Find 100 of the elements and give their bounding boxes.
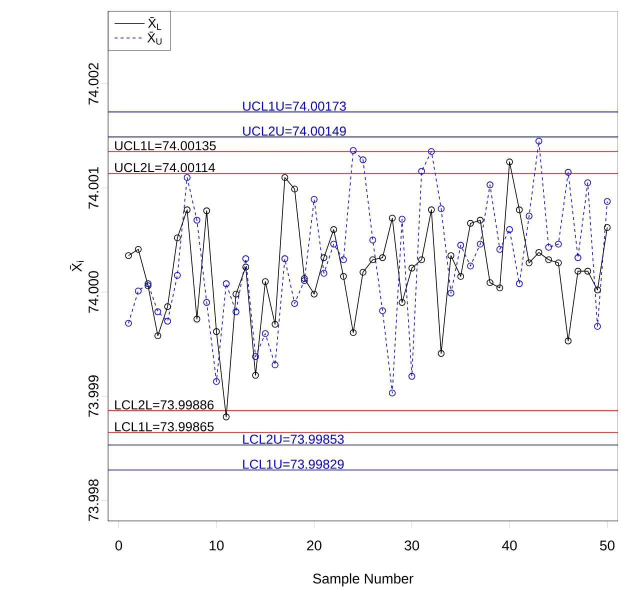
point bbox=[388, 214, 396, 222]
ref-line-label: LCL2U=73.99853 bbox=[243, 434, 344, 444]
ref-line-label: UCL1U=74.00173 bbox=[243, 102, 346, 111]
point bbox=[574, 254, 582, 262]
point bbox=[555, 259, 562, 266]
x-tick-label: 50 bbox=[600, 540, 614, 550]
point bbox=[203, 207, 210, 214]
point bbox=[594, 322, 601, 330]
point bbox=[184, 174, 191, 181]
point bbox=[262, 278, 269, 286]
point bbox=[232, 290, 240, 298]
point bbox=[194, 216, 200, 224]
point bbox=[340, 256, 347, 264]
point bbox=[134, 246, 142, 253]
point bbox=[379, 307, 386, 314]
x-tick-label: 40 bbox=[502, 540, 517, 550]
point bbox=[330, 240, 338, 248]
ref-line-label: LCL2L=73.99886 bbox=[115, 400, 214, 410]
point bbox=[262, 330, 269, 338]
point bbox=[574, 268, 582, 275]
point bbox=[496, 246, 504, 253]
point bbox=[418, 256, 426, 264]
point bbox=[310, 290, 318, 298]
point bbox=[154, 332, 162, 340]
point bbox=[516, 206, 523, 214]
point bbox=[467, 262, 474, 270]
point bbox=[448, 290, 454, 296]
point bbox=[242, 264, 250, 270]
ref-line-label: LCL1U=73.99829 bbox=[243, 460, 344, 469]
point bbox=[584, 179, 592, 186]
y-tick-label: 73.998 bbox=[88, 479, 98, 521]
point bbox=[125, 252, 132, 259]
point bbox=[134, 288, 142, 294]
point bbox=[476, 216, 484, 224]
point bbox=[476, 240, 484, 248]
point bbox=[310, 196, 318, 203]
point bbox=[213, 328, 220, 335]
point bbox=[448, 252, 454, 259]
point bbox=[213, 378, 220, 385]
point bbox=[564, 168, 572, 176]
point bbox=[457, 273, 464, 280]
point bbox=[438, 350, 445, 357]
point bbox=[291, 186, 298, 192]
point bbox=[438, 205, 445, 212]
point bbox=[526, 259, 532, 266]
point bbox=[594, 286, 601, 294]
ref-line-label: UCL2L=74.00114 bbox=[115, 162, 215, 172]
point bbox=[194, 316, 200, 322]
point bbox=[222, 280, 230, 288]
point bbox=[174, 272, 181, 279]
point bbox=[252, 372, 259, 379]
point bbox=[506, 226, 513, 233]
point bbox=[320, 270, 328, 277]
ref-line-label: UCL1L=74.00135 bbox=[115, 141, 216, 150]
point bbox=[242, 255, 250, 262]
legend-label: X̄$_{L}$ bbox=[148, 17, 162, 30]
x-tick-label: 20 bbox=[307, 540, 322, 550]
point bbox=[555, 240, 562, 248]
x-tick-label: 0 bbox=[115, 540, 122, 550]
point bbox=[486, 279, 494, 286]
point bbox=[125, 320, 132, 327]
point bbox=[291, 300, 298, 307]
point bbox=[164, 318, 171, 325]
point bbox=[486, 181, 494, 188]
point bbox=[222, 414, 230, 420]
point bbox=[428, 206, 435, 214]
point bbox=[164, 303, 171, 310]
point bbox=[369, 236, 376, 244]
point bbox=[604, 198, 611, 205]
point bbox=[330, 226, 338, 233]
point bbox=[545, 256, 552, 264]
point bbox=[379, 254, 386, 262]
y-tick-label: 73.999 bbox=[88, 375, 98, 417]
point bbox=[467, 220, 474, 227]
point bbox=[281, 255, 288, 262]
y-axis-title: X̄$_{i}$ bbox=[70, 261, 84, 272]
y-tick-label: 74.001 bbox=[88, 167, 98, 209]
point bbox=[281, 174, 288, 181]
point bbox=[535, 249, 542, 256]
point bbox=[604, 224, 611, 231]
point bbox=[584, 268, 592, 275]
point bbox=[154, 308, 162, 316]
point bbox=[398, 216, 406, 223]
point bbox=[203, 299, 210, 306]
point bbox=[398, 299, 406, 306]
y-tick-label: 74.002 bbox=[88, 63, 98, 105]
ref-line-label: UCL2U=74.00149 bbox=[243, 126, 346, 136]
point bbox=[320, 254, 328, 262]
point bbox=[457, 242, 464, 249]
point bbox=[388, 390, 396, 396]
point bbox=[564, 338, 572, 344]
point bbox=[408, 372, 416, 380]
point bbox=[526, 212, 532, 220]
point bbox=[232, 308, 240, 316]
point bbox=[174, 234, 181, 242]
point bbox=[418, 168, 426, 175]
point bbox=[272, 320, 278, 328]
point bbox=[535, 138, 542, 144]
point bbox=[340, 273, 347, 280]
point bbox=[369, 256, 376, 264]
